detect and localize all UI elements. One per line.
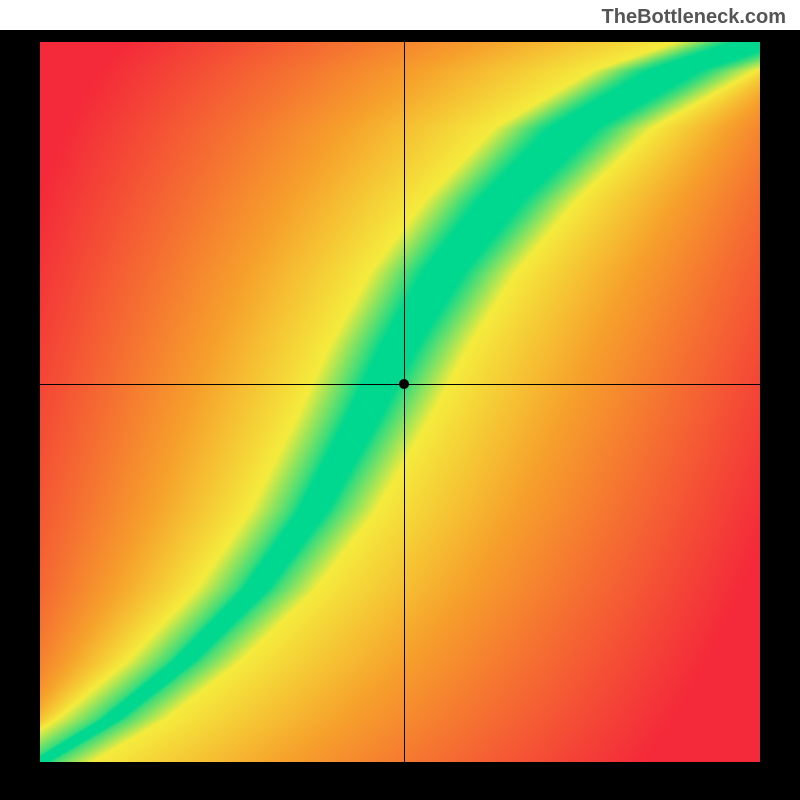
crosshair-vertical xyxy=(404,42,405,762)
heatmap-plot xyxy=(40,42,760,762)
chart-container: TheBottleneck.com xyxy=(0,0,800,800)
marker-dot xyxy=(399,379,409,389)
plot-frame xyxy=(0,30,800,800)
attribution-text: TheBottleneck.com xyxy=(602,6,786,29)
heatmap-canvas xyxy=(40,42,760,762)
